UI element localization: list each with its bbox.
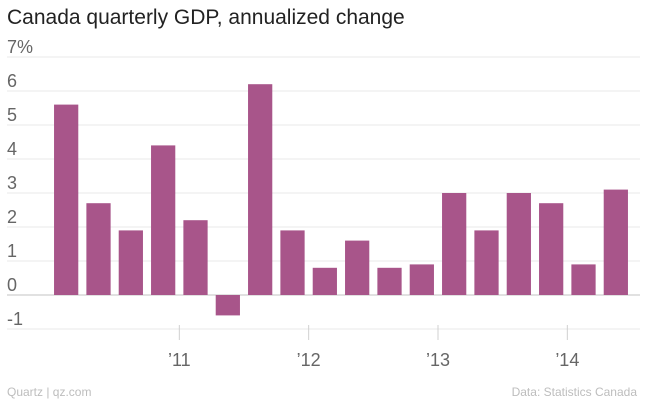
y-tick-label: 7% [7,37,33,57]
x-tick-label: ’13 [426,350,450,370]
bar: Q2 2012: 1.6 [345,240,370,295]
bar: Q3 2011: 6.2 [248,84,273,295]
x-axis: ’11 ’12 ’13 ’14 [168,325,579,370]
y-axis: -1 0 1 2 3 4 5 6 7% [7,37,33,329]
y-tick-label: 1 [7,241,17,261]
y-tick-label: 5 [7,105,17,125]
bar: Q4 2011: 1.9 [280,230,305,295]
bar: Q4 2010: 4.4 [151,145,176,295]
bar: Q1 2012: 0.8 [312,267,337,295]
y-tick-label: -1 [7,309,23,329]
bar: Q2 2013: 1.9 [474,230,499,295]
bar: Q4 2012: 0.9 [409,264,434,295]
bar: Q2 2011: -0.6 [215,295,240,316]
y-tick-label: 6 [7,71,17,91]
y-tick-label: 4 [7,139,17,159]
bar: Q4 2013: 2.7 [539,203,564,295]
bar: Q1 2010: 5.6 [54,104,79,295]
bar: Q3 2010: 1.9 [118,230,143,295]
footer-source-right: Data: Statistics Canada [511,385,637,399]
footer-source-left: Quartz | qz.com [7,385,92,399]
x-tick-label: ’14 [555,350,579,370]
x-tick-label: ’11 [168,350,191,370]
x-tick-label: ’12 [297,350,321,370]
y-tick-label: 3 [7,173,17,193]
bar: Q1 2014: 0.9 [571,264,596,295]
bars: Q1 2010: 5.6 Q2 2010: 2.7 Q3 2010: 1.9 Q4 2… [54,84,628,316]
bar: Q1 2011: 2.2 [183,220,208,295]
chart-title: Canada quarterly GDP, annualized change [7,6,405,29]
bar: Q3 2013: 3 [506,193,531,295]
bar: Q2 2010: 2.7 [86,203,111,295]
bar: Q3 2012: 0.8 [377,267,402,295]
y-tick-label: 2 [7,207,17,227]
bar: Q2 2014: 3.1 [603,189,628,295]
bar: Q1 2013: 3 [442,193,467,295]
y-tick-label: 0 [7,275,17,295]
